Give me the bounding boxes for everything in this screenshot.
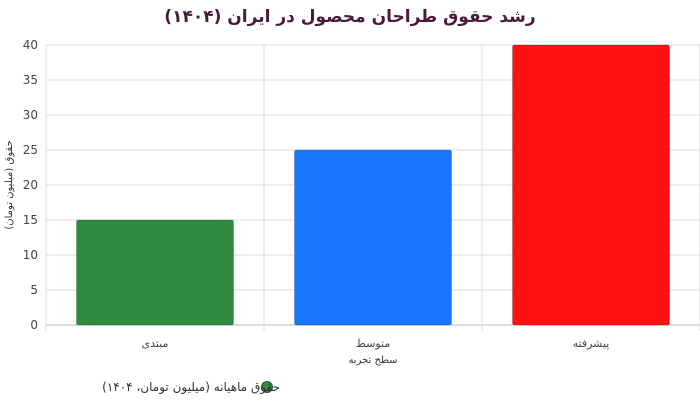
y-axis-title: حقوق (میلیون تومان) (4, 140, 15, 229)
y-tick-label: 40 (23, 38, 38, 52)
bar[interactable] (76, 219, 234, 326)
y-axis-ticks: 0 5 10 15 20 25 30 35 40 (23, 38, 38, 332)
y-tick-label: 30 (23, 108, 38, 122)
x-axis-ticks: مبتدی متوسط پیشرفته (142, 337, 610, 350)
x-tick-label: متوسط (356, 337, 391, 350)
legend-marker (261, 381, 273, 393)
y-tick-label: 20 (23, 178, 38, 192)
y-tick-label: 0 (30, 318, 38, 332)
legend[interactable]: حقوق ماهیانه (میلیون تومان، ۱۴۰۴) (102, 380, 280, 395)
y-tick-label: 10 (23, 248, 38, 262)
y-tick-label: 15 (23, 213, 38, 227)
y-tick-label: 35 (23, 73, 38, 87)
chart-title: رشد حقوق طراحان محصول در ایران (۱۴۰۴) (164, 7, 535, 27)
x-tick-label: پیشرفته (573, 337, 610, 350)
legend-label: حقوق ماهیانه (میلیون تومان، ۱۴۰۴) (102, 380, 280, 395)
y-tick-label: 25 (23, 143, 38, 157)
bars (76, 44, 670, 326)
x-tick-label: مبتدی (142, 337, 169, 350)
y-tick-label: 5 (30, 283, 38, 297)
bar[interactable] (294, 149, 452, 326)
x-axis-title: سطح تجربه (348, 355, 397, 366)
bar[interactable] (512, 44, 670, 326)
